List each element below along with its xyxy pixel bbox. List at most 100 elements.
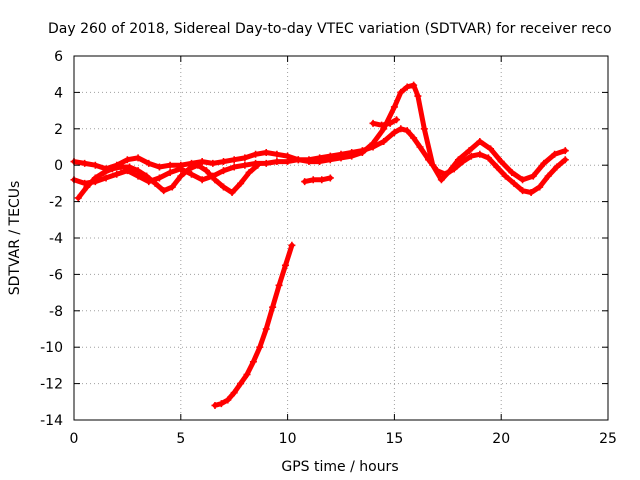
data-point — [529, 172, 537, 180]
data-point — [74, 194, 82, 202]
data-point — [243, 371, 251, 378]
data-point — [228, 189, 236, 196]
data-point — [155, 174, 163, 182]
data-point — [155, 163, 163, 171]
data-point — [166, 168, 174, 176]
data-point — [369, 143, 377, 151]
y-tick-label: 2 — [54, 122, 63, 138]
data-point — [561, 147, 569, 155]
data-point — [220, 183, 228, 191]
data-point — [194, 161, 202, 169]
data-point — [497, 158, 505, 166]
data-point — [217, 400, 225, 408]
data-point — [108, 165, 116, 173]
data-point — [519, 176, 527, 184]
data-point — [284, 158, 292, 166]
data-point — [450, 165, 458, 173]
data-point — [81, 159, 89, 167]
data-point — [187, 170, 195, 178]
data-point — [249, 358, 257, 366]
data-point — [123, 156, 131, 164]
data-point — [553, 163, 561, 171]
data-point — [527, 189, 535, 196]
series-trace-a — [70, 81, 569, 184]
axis-ticks: 0 5 10 15 20 25 -14 -12 -10 -8 -6 -4 -2 0 2 4 6 — [40, 49, 617, 447]
series-trace-c — [74, 161, 262, 202]
x-tick-label: 5 — [176, 431, 185, 447]
y-tick-label: -12 — [40, 377, 63, 393]
data-point — [269, 303, 277, 311]
data-point — [177, 172, 185, 180]
data-point — [91, 161, 99, 169]
y-tick-label: -10 — [40, 340, 63, 356]
data-point — [202, 167, 210, 175]
data-point — [254, 161, 262, 169]
data-point — [410, 134, 418, 142]
data-point — [224, 396, 232, 404]
data-point — [348, 148, 356, 156]
data-point — [100, 168, 108, 176]
data-point — [397, 125, 405, 133]
y-tick-label: -4 — [49, 231, 63, 247]
y-tick-label: -8 — [49, 304, 63, 320]
data-point — [126, 163, 134, 171]
data-point — [390, 103, 398, 111]
data-point — [416, 143, 424, 151]
data-point — [551, 150, 559, 158]
data-point — [262, 159, 270, 167]
series-trace-b — [70, 125, 569, 196]
x-tick-label: 25 — [599, 431, 617, 447]
data-point — [145, 159, 153, 167]
data-point — [273, 150, 281, 158]
x-tick-label: 20 — [492, 431, 510, 447]
data-point — [113, 170, 121, 178]
x-axis-label: GPS time / hours — [281, 459, 398, 475]
data-point — [519, 187, 527, 195]
data-series — [70, 81, 569, 409]
data-point — [465, 147, 473, 155]
data-point — [536, 183, 544, 191]
data-point — [393, 116, 401, 124]
data-point — [245, 168, 253, 176]
data-point — [403, 83, 411, 91]
data-point — [540, 159, 548, 167]
data-point — [209, 159, 217, 167]
data-point — [198, 176, 206, 184]
data-point — [326, 174, 334, 182]
y-tick-label: -14 — [40, 413, 63, 429]
data-point — [442, 170, 450, 178]
data-point — [262, 325, 270, 333]
data-point — [326, 152, 334, 160]
data-point — [544, 172, 552, 180]
data-point — [211, 176, 219, 184]
data-point — [397, 88, 405, 96]
data-point — [256, 343, 264, 351]
x-tick-label: 10 — [279, 431, 297, 447]
data-point — [237, 380, 245, 388]
data-point — [510, 179, 518, 187]
data-point — [160, 187, 168, 195]
chart-title: Day 260 of 2018, Sidereal Day-to-day VTE… — [48, 21, 612, 37]
series-line — [75, 162, 261, 201]
data-point — [301, 178, 309, 186]
data-point — [252, 150, 260, 158]
data-point — [262, 148, 270, 156]
data-point — [91, 174, 99, 182]
data-point — [487, 145, 495, 153]
data-point — [294, 156, 302, 164]
data-point — [390, 128, 398, 136]
data-point — [493, 163, 501, 171]
data-point — [288, 241, 296, 249]
data-point — [117, 163, 125, 171]
y-tick-label: 4 — [54, 85, 63, 101]
data-point — [230, 163, 238, 171]
data-point — [230, 389, 238, 397]
data-point — [275, 281, 283, 289]
data-point — [273, 158, 281, 166]
data-point — [83, 183, 91, 191]
data-point — [414, 92, 422, 100]
y-axis-label: SDTVAR / TECUs — [7, 181, 23, 296]
y-tick-label: 0 — [54, 158, 63, 174]
series-trace-f — [211, 241, 296, 409]
data-point — [420, 125, 428, 133]
